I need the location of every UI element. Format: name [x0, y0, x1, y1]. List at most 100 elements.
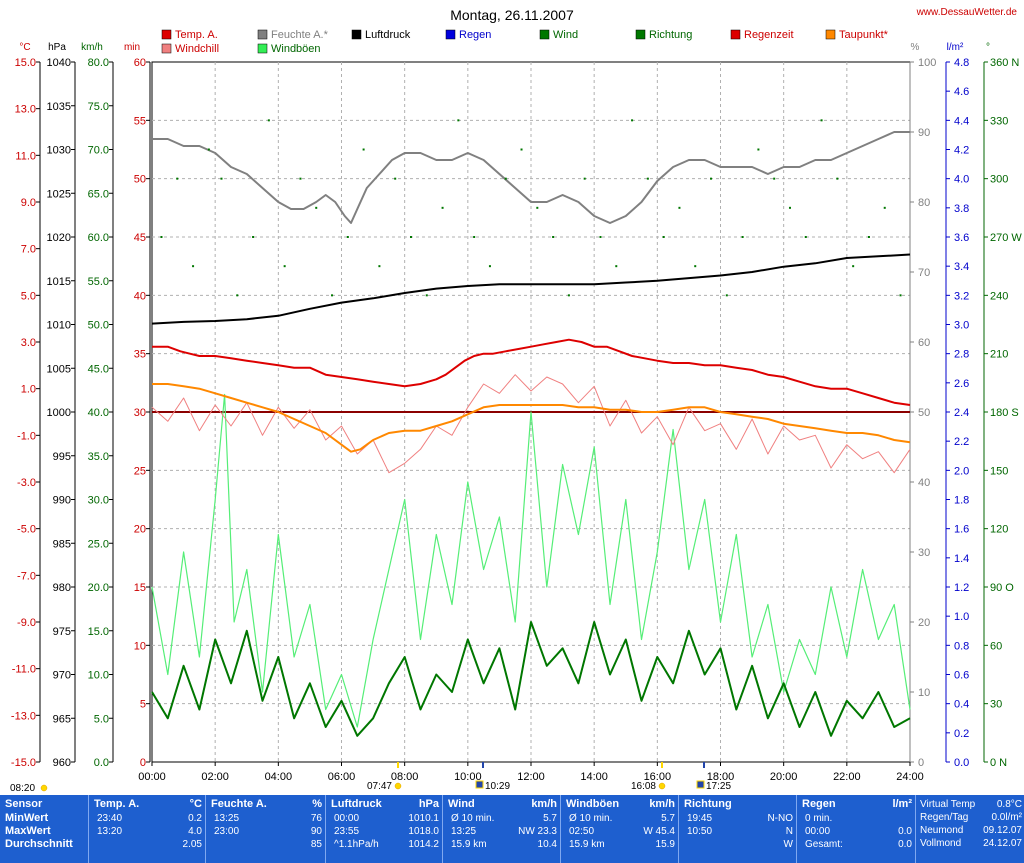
- axis-tick-label-minutes: 20: [134, 524, 146, 536]
- axis-tick-label-temp: 9.0: [21, 197, 36, 209]
- stats-column-regen: Regen l/m² 0 min. 00:00 0.0 Gesamt: 0.0: [796, 795, 916, 863]
- stats-cell-row: 00:00 1010.1: [326, 812, 443, 825]
- astro-markers: 08:20 07:47 10:29 16:08 17:25: [10, 762, 731, 794]
- axis-tick-label-minutes: 30: [134, 407, 146, 419]
- axis-tick-label-temp: 7.0: [21, 244, 36, 256]
- axis-tick-label-temp: 13.0: [15, 104, 36, 116]
- point-richtung: [378, 265, 381, 268]
- point-richtung: [615, 265, 618, 268]
- stats-cell-value: 85: [310, 839, 322, 850]
- legend-swatch: [257, 29, 268, 40]
- point-richtung: [583, 177, 586, 180]
- time-tick-label: 12:00: [517, 771, 545, 783]
- axis-tick-label-rain: 3.0: [954, 320, 969, 332]
- astro-time-label: 08:20: [10, 783, 35, 794]
- stats-cell-key: Gesamt:: [805, 839, 843, 850]
- axis-unit-temp: °C: [19, 42, 30, 53]
- stats-cell-row: W: [679, 838, 797, 851]
- axis-tick-label-rain: 2.6: [954, 378, 969, 390]
- stats-extra-row: Neumond 09.12.07: [916, 824, 1024, 837]
- sun-icon: [40, 784, 48, 792]
- axis-tick-label-rain: 3.8: [954, 203, 969, 215]
- axis-tick-label-humidity: 100: [918, 57, 936, 69]
- axis-tick-label-humidity: 50: [918, 407, 930, 419]
- stats-column-unit: °C: [189, 798, 202, 810]
- astro-time-label: 10:29: [485, 781, 510, 792]
- legend-swatch: [161, 43, 172, 54]
- axis-tick-label-minutes: 45: [134, 232, 146, 244]
- axis-tick-label-wind: 60.0: [88, 232, 109, 244]
- astro-time-label: 17:25: [706, 781, 731, 792]
- series-line-windb-en: [151, 393, 911, 728]
- axis-tick-label-pressure: 1040: [47, 57, 71, 69]
- legend-swatch: [730, 29, 741, 40]
- point-richtung: [552, 236, 555, 238]
- legend-label: Regen: [459, 29, 491, 41]
- point-richtung: [678, 206, 681, 209]
- axis-tick-label-pressure: 980: [53, 582, 71, 594]
- point-richtung: [883, 206, 886, 209]
- point-richtung: [852, 265, 855, 268]
- axis-tick-label-pressure: 970: [53, 670, 71, 682]
- axis-tick-label-minutes: 5: [140, 699, 146, 711]
- stats-cell-key: 00:00: [805, 826, 831, 837]
- series-line-windchill: [151, 374, 911, 474]
- axis-tick-label-rain: 0.0: [954, 757, 969, 769]
- point-richtung: [409, 236, 412, 238]
- axis-tick-label-rain: 2.0: [954, 465, 969, 477]
- axis-tick-label-pressure: 990: [53, 495, 71, 507]
- stats-column-feuchte-a: Feuchte A.% 13:25 76 23:00 90 85: [205, 795, 326, 863]
- point-richtung: [710, 177, 713, 180]
- time-tick-label: 08:00: [391, 771, 419, 783]
- axis-tick-label-pressure: 1020: [47, 232, 71, 244]
- stats-cell-value: 0.2: [188, 813, 202, 824]
- time-tick-label: 10:00: [454, 771, 482, 783]
- stats-cell-key: 13:25: [451, 826, 477, 837]
- point-richtung: [725, 294, 728, 297]
- point-richtung: [504, 177, 507, 180]
- axis-tick-label-rain: 4.0: [954, 174, 969, 186]
- stats-cell-row: 13:25 NW 23.3: [443, 825, 561, 838]
- axis-tick-label-rain: 1.2: [954, 582, 969, 594]
- plot-series: [151, 119, 911, 737]
- time-tick-label: 16:00: [644, 771, 672, 783]
- stats-cell-value: 1010.1: [408, 813, 439, 824]
- axis-tick-label-wind: 15.0: [88, 626, 109, 638]
- time-tick-label: 04:00: [265, 771, 293, 783]
- stats-cell-key: Ø 10 min.: [451, 813, 495, 824]
- stats-label-sensor: Sensor: [5, 798, 43, 810]
- stats-extra-row: Regen/Tag 0.0l/m²: [916, 811, 1024, 824]
- time-tick-label: 20:00: [770, 771, 798, 783]
- stats-cell-value: 0.0: [898, 839, 912, 850]
- stats-column-unit: hPa: [418, 798, 439, 810]
- axis-tick-label-humidity: 20: [918, 617, 930, 629]
- axis-tick-label-temp: -13.0: [11, 710, 36, 722]
- axis-tick-label-wind: 50.0: [88, 320, 109, 332]
- stats-extra-value: 24.12.07: [983, 838, 1022, 849]
- stats-cell-value: N-NO: [767, 813, 793, 824]
- stats-cell-key: 15.9 km: [569, 839, 605, 850]
- axis-unit-rain: l/m²: [947, 42, 964, 53]
- axis-tick-label-direction: 330: [990, 115, 1008, 127]
- statistics-panel: Sensor MinWert MaxWert Durchschnitt Temp…: [0, 795, 1024, 863]
- sun-icon: [394, 782, 402, 790]
- point-richtung: [394, 177, 397, 180]
- point-richtung: [631, 119, 634, 122]
- axis-tick-label-rain: 1.6: [954, 524, 969, 536]
- site-link[interactable]: www.DessauWetter.de: [916, 7, 1018, 18]
- point-richtung: [899, 294, 902, 297]
- axis-tick-label-pressure: 1005: [47, 363, 71, 375]
- point-richtung: [820, 119, 823, 122]
- point-richtung: [267, 119, 270, 122]
- axis-tick-label-humidity: 10: [918, 687, 930, 699]
- stats-cell-row: 0 min.: [797, 812, 916, 825]
- stats-extra: Virtual Temp 0.8°C Regen/Tag 0.0l/m² Neumond…: [915, 795, 1024, 863]
- point-richtung: [283, 265, 286, 268]
- axis-tick-label-rain: 3.4: [954, 261, 969, 273]
- series-line-temp-a: [152, 338, 911, 406]
- stats-extra-key: Neumond: [920, 825, 964, 836]
- astro-time-label: 07:47: [367, 781, 392, 792]
- legend-label: Taupunkt*: [839, 29, 889, 41]
- axes: 15.0 13.0 11.0 9.0 7.0 5.0 3.0 1.0 -1.0 -3.0 -5.0 -…: [11, 57, 1022, 783]
- stats-cell-row: 10:50 N: [679, 825, 797, 838]
